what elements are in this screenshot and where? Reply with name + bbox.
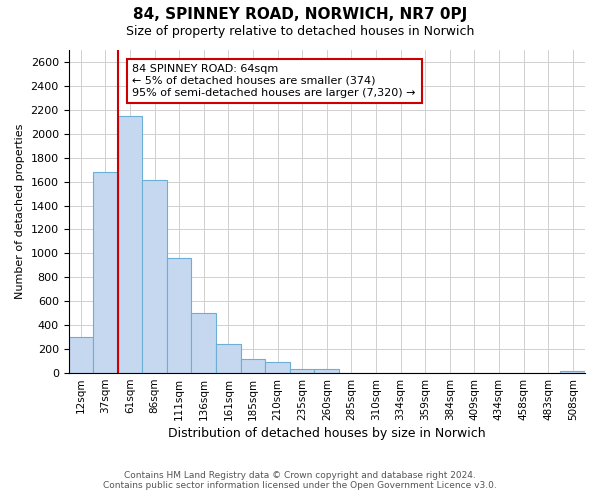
Y-axis label: Number of detached properties: Number of detached properties (15, 124, 25, 299)
Text: 84, SPINNEY ROAD, NORWICH, NR7 0PJ: 84, SPINNEY ROAD, NORWICH, NR7 0PJ (133, 8, 467, 22)
X-axis label: Distribution of detached houses by size in Norwich: Distribution of detached houses by size … (168, 427, 485, 440)
Bar (191, 313, 216, 373)
Bar (167, 258, 191, 373)
Bar (241, 358, 265, 373)
Bar (68, 337, 93, 373)
Bar (560, 370, 585, 373)
Bar (93, 172, 118, 373)
Text: 84 SPINNEY ROAD: 64sqm
← 5% of detached houses are smaller (374)
95% of semi-det: 84 SPINNEY ROAD: 64sqm ← 5% of detached … (133, 64, 416, 98)
Bar (142, 180, 167, 373)
Bar (314, 370, 339, 373)
Text: Size of property relative to detached houses in Norwich: Size of property relative to detached ho… (126, 25, 474, 38)
Bar (118, 116, 142, 373)
Bar (290, 370, 314, 373)
Bar (216, 344, 241, 373)
Text: Contains HM Land Registry data © Crown copyright and database right 2024.
Contai: Contains HM Land Registry data © Crown c… (103, 470, 497, 490)
Bar (265, 362, 290, 373)
